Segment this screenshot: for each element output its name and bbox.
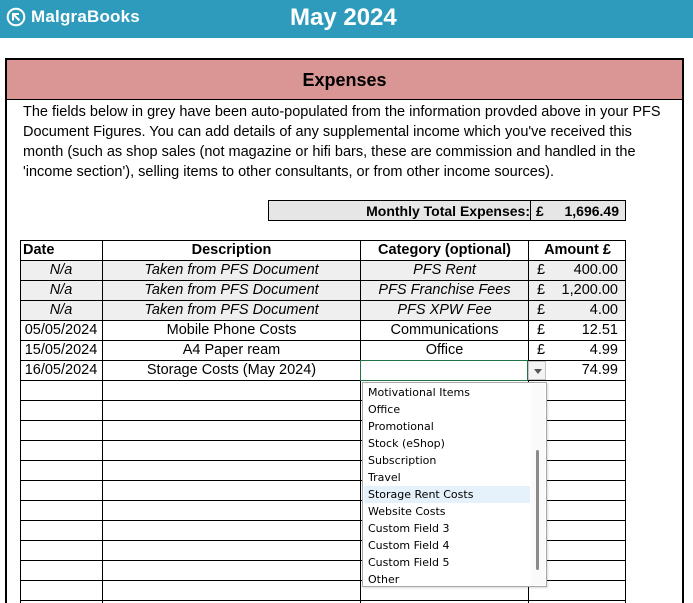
grid-line <box>20 520 626 521</box>
grid-line <box>20 340 626 341</box>
dropdown-scrollbar[interactable] <box>531 384 545 585</box>
row-description: Taken from PFS Document <box>144 302 319 318</box>
row-date: 05/05/2024 <box>24 322 98 338</box>
dropdown-option[interactable]: Motivational Items <box>368 386 470 399</box>
monthly-total-box: Monthly Total Expenses: £ 1,696.49 <box>268 200 626 221</box>
logo[interactable]: MalgraBooks <box>6 7 140 27</box>
table-row[interactable]: N/a Taken from PFS Document PFS Franchis… <box>20 280 626 300</box>
section-title: Expenses <box>302 70 387 90</box>
grid-line <box>20 560 626 561</box>
top-bar: MalgraBooks May 2024 <box>0 0 693 38</box>
grid-line <box>20 580 626 581</box>
dropdown-option[interactable]: Office <box>368 403 401 416</box>
month-title: May 2024 <box>290 4 397 31</box>
active-category-cell[interactable] <box>360 360 528 381</box>
dropdown-option[interactable]: Custom Field 4 <box>368 539 450 552</box>
row-category: PFS Franchise Fees <box>378 282 511 298</box>
table-row[interactable]: N/a Taken from PFS Document PFS XPW Fee … <box>20 300 626 320</box>
monthly-total-label: Monthly Total Expenses: <box>366 203 530 219</box>
row-description: Taken from PFS Document <box>144 282 319 298</box>
row-amount: 400.00 <box>573 262 618 278</box>
grid-line <box>20 480 626 481</box>
grid-line <box>20 540 626 541</box>
row-description: Mobile Phone Costs <box>166 322 297 338</box>
header-description: Description <box>191 242 272 258</box>
row-date: N/a <box>49 282 73 298</box>
header-category: Category (optional) <box>378 242 511 258</box>
dropdown-option[interactable]: Subscription <box>368 454 437 467</box>
row-date: N/a <box>49 302 73 318</box>
row-description: A4 Paper ream <box>182 342 281 358</box>
row-currency: £ <box>537 282 546 298</box>
grid-line <box>20 320 626 321</box>
dropdown-button[interactable] <box>528 361 546 380</box>
scrollbar-thumb[interactable] <box>536 450 539 570</box>
grid-line <box>625 240 626 603</box>
dropdown-option[interactable]: Other <box>368 573 400 586</box>
section-header: Expenses <box>7 60 682 100</box>
grid-line <box>20 260 626 261</box>
row-description: Taken from PFS Document <box>144 262 319 278</box>
monthly-total-currency: £ <box>536 203 544 219</box>
grid-line <box>360 240 361 603</box>
row-currency: £ <box>537 322 546 338</box>
logo-icon <box>6 7 26 27</box>
header-amount: Amount £ <box>544 242 611 258</box>
grid-line <box>20 440 626 441</box>
row-currency: £ <box>537 302 546 318</box>
row-amount: 74.99 <box>581 362 618 378</box>
chevron-down-icon <box>534 369 542 374</box>
row-amount: 4.00 <box>589 302 618 318</box>
dropdown-option[interactable]: Custom Field 5 <box>368 556 450 569</box>
grid-line <box>20 500 626 501</box>
monthly-total-value: 1,696.49 <box>564 203 620 219</box>
grid-line <box>20 600 626 601</box>
table-row[interactable]: N/a Taken from PFS Document PFS Rent £ 4… <box>20 260 626 280</box>
row-amount: 1,200.00 <box>561 282 618 298</box>
dropdown-option[interactable]: Stock (eShop) <box>368 437 445 450</box>
dropdown-option[interactable]: Custom Field 3 <box>368 522 450 535</box>
grid-line <box>20 360 626 361</box>
grid-line <box>20 420 626 421</box>
table-row[interactable]: 15/05/2024 A4 Paper ream Office £ 4.99 <box>20 340 626 360</box>
expenses-table: Date Description Category (optional) Amo… <box>20 240 626 603</box>
header-date: Date <box>23 242 55 258</box>
table-row[interactable]: 16/05/2024 Storage Costs (May 2024) 74.9… <box>20 360 626 380</box>
row-category: Communications <box>390 322 499 338</box>
intro-text: The fields below in grey have been auto-… <box>23 104 661 180</box>
dropdown-option-highlighted[interactable]: Storage Rent Costs <box>364 486 530 503</box>
grid-line <box>20 240 626 241</box>
expenses-panel: Expenses <box>5 58 684 603</box>
row-currency: £ <box>537 342 546 358</box>
grid-line <box>20 400 626 401</box>
grid-line <box>20 300 626 301</box>
total-divider <box>530 201 531 220</box>
table-header-row: Date Description Category (optional) Amo… <box>20 240 626 260</box>
grid-line <box>20 280 626 281</box>
row-category: PFS Rent <box>413 262 476 278</box>
row-category: Office <box>425 342 464 358</box>
dropdown-option[interactable]: Promotional <box>368 420 434 433</box>
grid-line <box>20 380 626 381</box>
grid-line <box>102 240 103 603</box>
row-date: N/a <box>49 262 73 278</box>
dropdown-option[interactable]: Website Costs <box>368 505 446 518</box>
grid-line <box>20 460 626 461</box>
dropdown-option[interactable]: Travel <box>368 471 401 484</box>
row-description: Storage Costs (May 2024) <box>146 362 317 378</box>
row-date: 15/05/2024 <box>24 342 98 358</box>
row-date: 16/05/2024 <box>24 362 98 378</box>
row-currency: £ <box>537 262 546 278</box>
logo-text: MalgraBooks <box>31 7 140 26</box>
row-amount: 12.51 <box>581 322 618 338</box>
category-dropdown-list[interactable]: Motivational Items Office Promotional St… <box>362 382 547 587</box>
grid-line <box>20 240 21 603</box>
table-row[interactable]: 05/05/2024 Mobile Phone Costs Communicat… <box>20 320 626 340</box>
row-category: PFS XPW Fee <box>397 302 492 318</box>
row-amount: 4.99 <box>589 342 618 358</box>
